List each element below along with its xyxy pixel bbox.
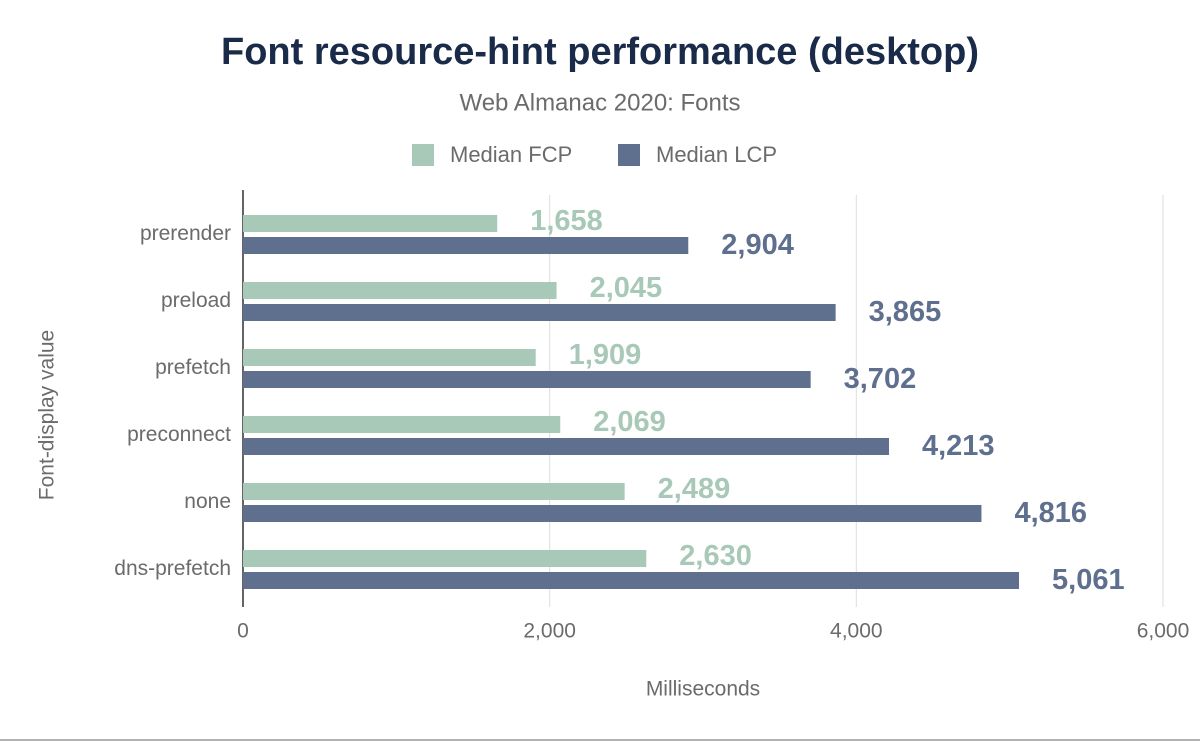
bar <box>243 505 982 522</box>
value-label: 2,069 <box>593 406 666 438</box>
bar <box>243 371 811 388</box>
legend-label: Median LCP <box>656 142 777 167</box>
x-tick-label: 6,000 <box>1137 620 1190 643</box>
value-label: 2,045 <box>590 272 663 304</box>
x-tick-label: 4,000 <box>830 620 883 643</box>
value-label: 5,061 <box>1052 564 1125 596</box>
y-axis-title: Font-display value <box>36 330 59 500</box>
x-tick-label: 0 <box>237 620 249 643</box>
chart-title: Font resource-hint performance (desktop) <box>221 31 979 73</box>
value-label: 3,702 <box>844 363 917 395</box>
value-label: 4,816 <box>1014 497 1087 529</box>
bar <box>243 438 889 455</box>
x-axis-title: Milliseconds <box>646 678 760 701</box>
value-label: 2,489 <box>658 473 731 505</box>
chart-subtitle: Web Almanac 2020: Fonts <box>459 89 740 116</box>
bar <box>243 282 557 299</box>
value-label: 1,658 <box>530 205 603 237</box>
y-tick-label: none <box>184 490 231 513</box>
value-label: 4,213 <box>922 430 995 462</box>
value-label: 1,909 <box>569 339 642 371</box>
bar <box>243 550 647 567</box>
y-tick-label: prerender <box>140 222 231 245</box>
x-tick-label: 2,000 <box>523 620 576 643</box>
bar <box>243 416 561 433</box>
bar <box>243 483 625 500</box>
y-tick-label: preload <box>161 289 231 312</box>
bar <box>243 237 689 254</box>
bar <box>243 572 1020 589</box>
value-label: 2,630 <box>679 540 752 572</box>
y-tick-label: prefetch <box>155 356 231 379</box>
y-tick-label: dns-prefetch <box>114 557 231 580</box>
y-tick-label: preconnect <box>127 423 231 446</box>
bar <box>243 304 836 321</box>
value-label: 3,865 <box>869 296 942 328</box>
legend-swatch <box>618 144 640 166</box>
bar <box>243 349 536 366</box>
bar <box>243 215 498 232</box>
legend-swatch <box>412 144 434 166</box>
legend-label: Median FCP <box>450 142 572 167</box>
value-label: 2,904 <box>721 229 794 261</box>
